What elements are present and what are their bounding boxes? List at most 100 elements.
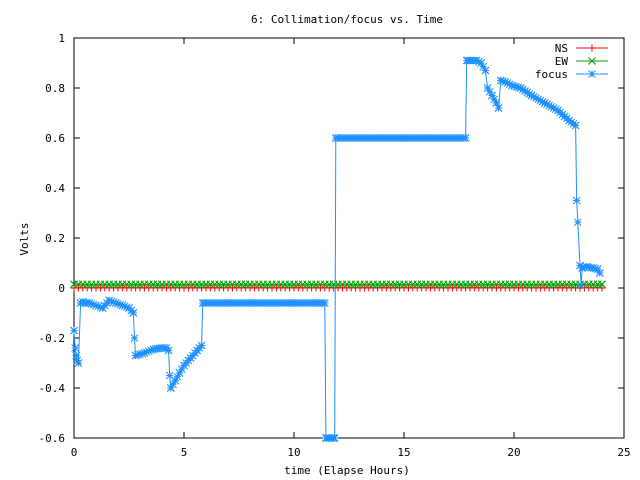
data-point (246, 299, 254, 307)
data-point (71, 344, 79, 352)
data-point (96, 303, 105, 312)
data-point (70, 326, 78, 335)
data-point (549, 104, 558, 112)
data-point (87, 299, 96, 308)
data-point (107, 297, 116, 306)
data-point (147, 346, 155, 355)
data-point (400, 134, 408, 142)
data-point (514, 83, 523, 92)
data-point (580, 263, 589, 272)
data-point (510, 82, 518, 90)
data-point (543, 100, 551, 109)
x-tick-label: 20 (507, 446, 520, 459)
y-tick-label: -0.4 (39, 382, 66, 395)
data-point (483, 84, 492, 92)
y-tick-label: 1 (58, 32, 65, 45)
data-point (76, 299, 85, 307)
data-point (554, 106, 562, 115)
data-point (72, 351, 81, 360)
x-axis-label: time (Elapse Hours) (284, 464, 410, 477)
data-point (378, 134, 386, 142)
data-point (492, 99, 501, 107)
data-point (494, 104, 503, 112)
data-point (131, 351, 140, 360)
data-point (572, 196, 581, 205)
data-point (89, 300, 98, 309)
data-point (268, 299, 276, 307)
x-tick-label: 15 (397, 446, 410, 459)
legend-marker (588, 44, 596, 52)
data-point (501, 77, 510, 86)
data-point (98, 304, 107, 312)
series-ns (70, 284, 606, 292)
data-point (116, 300, 125, 309)
data-point (171, 376, 180, 385)
data-point (540, 99, 549, 107)
data-point (224, 299, 232, 307)
plot-area (73, 37, 625, 439)
data-point (120, 302, 129, 311)
data-point (85, 299, 94, 307)
data-point (593, 265, 602, 274)
legend-marker (588, 57, 596, 65)
data-point (166, 384, 175, 392)
data-point (125, 304, 133, 312)
y-axis-label: Volts (18, 222, 31, 255)
data-point (149, 345, 158, 354)
data-point (534, 95, 543, 104)
data-point (158, 344, 166, 352)
data-point (477, 59, 485, 67)
data-point (595, 269, 604, 277)
data-point (598, 280, 606, 289)
data-point (118, 301, 127, 310)
data-point (505, 80, 514, 89)
legend-label: focus (535, 68, 568, 81)
data-point (114, 299, 122, 308)
data-point (499, 77, 507, 85)
data-point (175, 369, 184, 377)
data-point (589, 264, 598, 272)
x-tick-label: 25 (617, 446, 630, 459)
data-point (547, 102, 556, 111)
y-tick-label: 0.8 (45, 82, 65, 95)
data-point (490, 95, 499, 104)
data-point (466, 56, 474, 65)
chart-title: 6: Collimation/focus vs. Time (251, 13, 443, 26)
data-point (164, 346, 173, 355)
data-point (122, 303, 131, 312)
data-point (532, 94, 540, 102)
data-point (479, 62, 488, 71)
series-ew (70, 280, 606, 289)
data-point (496, 76, 505, 85)
data-point (92, 301, 100, 310)
data-point (598, 284, 606, 292)
data-point (573, 218, 582, 227)
data-point (169, 380, 177, 389)
data-point (186, 354, 195, 362)
data-point (177, 365, 186, 374)
legend-label: EW (555, 55, 569, 68)
data-point (109, 298, 118, 307)
y-tick-label: -0.2 (39, 332, 66, 345)
data-point (136, 350, 144, 359)
data-point (78, 297, 87, 306)
y-tick-label: 0.6 (45, 132, 65, 145)
data-point (129, 309, 138, 317)
data-point (356, 134, 364, 142)
data-point (472, 56, 481, 65)
series-line (73, 60, 601, 439)
series-layer (70, 56, 606, 442)
data-point (571, 121, 580, 130)
data-point (422, 134, 430, 142)
data-point (138, 349, 147, 358)
x-axis: 0 5 10 15 20 25 (71, 38, 631, 459)
data-point (74, 359, 83, 367)
data-point (461, 134, 470, 142)
data-point (320, 299, 329, 307)
y-axis: -0.6 -0.4 -0.2 0 0.2 0.4 0.6 0.8 1 (39, 32, 624, 445)
data-point (444, 134, 452, 142)
data-point (70, 280, 78, 289)
data-point (81, 299, 89, 307)
data-point (173, 372, 182, 381)
